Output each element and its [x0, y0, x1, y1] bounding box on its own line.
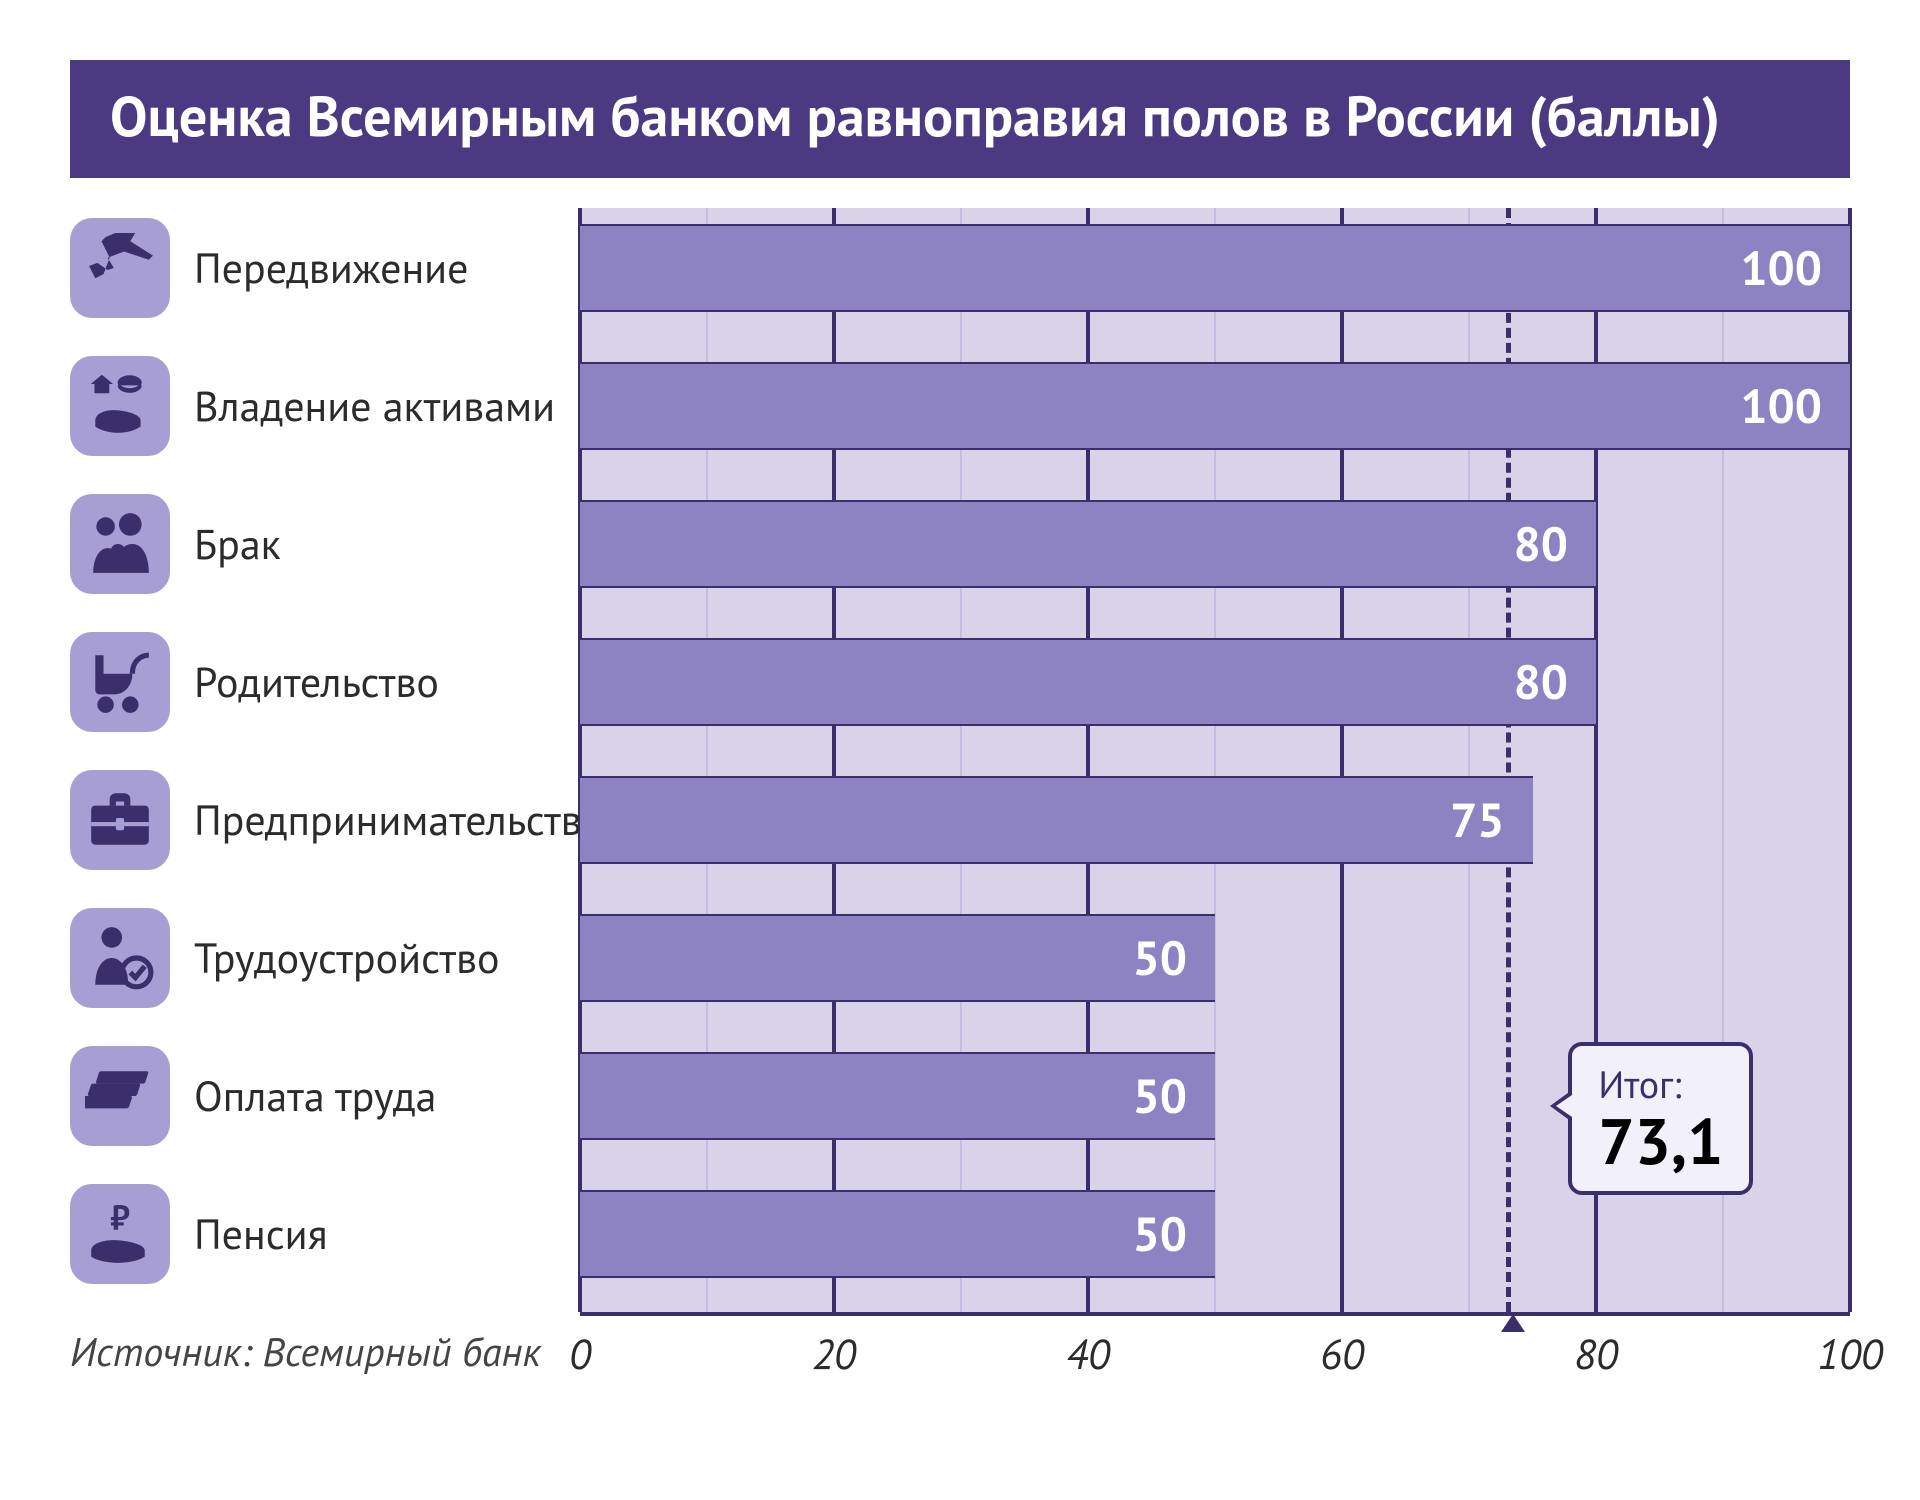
assets-icon	[70, 356, 170, 456]
chart-body: Итог:73,1 ПередвижениеВладение активамиБ…	[70, 208, 1850, 1388]
bars-layer: 100 100 80 80 75 50 50 50	[580, 208, 1850, 1312]
category-label: Трудоустройство	[170, 936, 574, 980]
bar-row: 100	[580, 208, 1850, 328]
bar: 50	[580, 914, 1215, 1002]
marriage-icon	[70, 494, 170, 594]
briefcase-icon	[70, 770, 170, 870]
category-label: Оплата труда	[170, 1074, 574, 1118]
x-tick-label: 0	[569, 1326, 591, 1381]
bar-row: 50	[580, 1174, 1850, 1294]
bar: 100	[580, 362, 1850, 450]
bar: 50	[580, 1190, 1215, 1278]
bar-row: 80	[580, 484, 1850, 604]
bar: 50	[580, 1052, 1215, 1140]
bar-row: 50	[580, 898, 1850, 1018]
category-label: Предпринимательство	[170, 798, 574, 842]
x-tick-label: 40	[1066, 1326, 1110, 1381]
chart-container: Оценка Всемирным банком равноправия поло…	[0, 0, 1920, 1500]
chart-title: Оценка Всемирным банком равноправия поло…	[70, 60, 1850, 178]
bar-row: 100	[580, 346, 1850, 466]
category-label: Владение активами	[170, 384, 574, 428]
stroller-icon	[70, 632, 170, 732]
source-text: Источник: Всемирный банк	[70, 1326, 541, 1378]
category-label: Передвижение	[170, 246, 574, 290]
x-axis: 020406080100	[580, 1312, 1850, 1382]
category-label: Брак	[170, 522, 574, 566]
plane-icon	[70, 218, 170, 318]
bar: 100	[580, 224, 1850, 312]
category-label: Пенсия	[170, 1212, 574, 1256]
bar-row: 80	[580, 622, 1850, 742]
bar-row: 50	[580, 1036, 1850, 1156]
bar: 80	[580, 638, 1596, 726]
x-tick-label: 20	[812, 1326, 856, 1381]
bar: 80	[580, 500, 1596, 588]
job-icon	[70, 908, 170, 1008]
bar-row: 75	[580, 760, 1850, 880]
x-tick-label: 60	[1320, 1326, 1364, 1381]
money-icon	[70, 1046, 170, 1146]
bar: 75	[580, 776, 1533, 864]
category-label: Родительство	[170, 660, 574, 704]
x-tick-label: 80	[1574, 1326, 1618, 1381]
x-tick-label: 100	[1817, 1326, 1883, 1381]
pension-icon	[70, 1184, 170, 1284]
